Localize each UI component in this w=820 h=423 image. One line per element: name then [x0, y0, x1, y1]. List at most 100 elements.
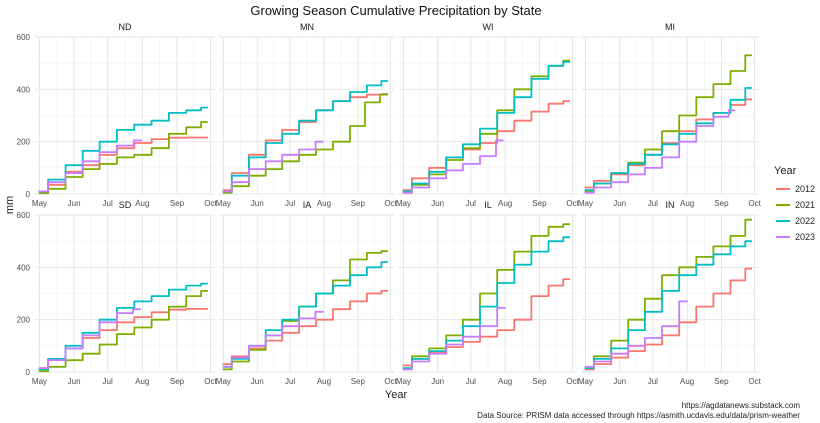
panel-grid	[399, 36, 577, 195]
series-line-2023	[584, 300, 688, 368]
legend-label: 2012	[795, 184, 815, 194]
facet-panel-ia: IA May Jun Jul Aug Sep Oct	[216, 200, 398, 386]
series-line-2023	[402, 139, 504, 194]
x-tick-label: Sep	[532, 199, 547, 208]
panel-grid	[581, 36, 759, 195]
series-line-2022	[402, 61, 571, 193]
x-tick-label: Oct	[748, 199, 761, 208]
legend-label: 2022	[795, 216, 815, 226]
series-line-2021	[584, 54, 753, 193]
x-tick-label: Aug	[680, 199, 694, 208]
x-tick-label: Jun	[431, 199, 444, 208]
series-line-2012	[402, 100, 571, 191]
x-tick-label: Jul	[648, 199, 658, 208]
facet-label: WI	[483, 22, 494, 32]
x-tick-label: Jul	[103, 377, 113, 386]
x-tick-label: Aug	[680, 377, 694, 386]
x-tick-label: Sep	[170, 377, 185, 386]
x-tick-label: May	[216, 199, 231, 208]
x-tick-label: Jul	[103, 199, 113, 208]
x-tick-label: May	[578, 377, 593, 386]
y-tick-label: 0	[26, 368, 31, 377]
series-line-2023	[222, 310, 324, 368]
chart-title: Growing Season Cumulative Precipitation …	[250, 3, 541, 18]
series-line-2022	[222, 261, 389, 368]
y-tick-label: 200	[17, 138, 31, 147]
facet-label: SD	[119, 200, 132, 210]
x-tick-label: May	[396, 377, 411, 386]
panel-grid	[581, 214, 759, 373]
x-tick-label: Oct	[748, 377, 761, 386]
x-tick-label: Oct	[384, 377, 397, 386]
facet-panel-nd: ND 0 200 400 600 May Jun Jul Aug Sep Oct	[17, 22, 218, 208]
x-tick-label: Oct	[204, 199, 217, 208]
series-line-2022	[584, 87, 753, 191]
x-tick-label: Oct	[384, 199, 397, 208]
x-tick-label: Jun	[68, 377, 81, 386]
y-tick-label: 600	[17, 211, 31, 220]
series-line-2021	[402, 59, 571, 194]
y-tick-label: 0	[26, 190, 31, 199]
panel-grid	[219, 36, 395, 195]
series-line-2021	[222, 93, 389, 194]
source-url-caption: https://agdatanews.substack.com	[682, 401, 801, 410]
series-line-2022	[222, 80, 389, 193]
x-tick-label: Jul	[466, 377, 476, 386]
x-tick-label: Aug	[317, 377, 331, 386]
x-tick-label: May	[578, 199, 593, 208]
facet-label: IA	[303, 200, 312, 210]
x-tick-label: Sep	[170, 199, 185, 208]
series-line-2022	[402, 236, 571, 369]
facet-label: MN	[300, 22, 314, 32]
series-line-2023	[38, 308, 141, 369]
series-line-2022	[38, 106, 209, 193]
x-tick-label: Jun	[251, 199, 264, 208]
series-line-2022	[584, 240, 753, 369]
x-axis-label: Year	[385, 389, 408, 401]
x-tick-label: Sep	[714, 199, 729, 208]
legend-entry-2021: 2021	[776, 200, 815, 210]
x-tick-label: Jul	[648, 377, 658, 386]
x-tick-label: Sep	[532, 377, 547, 386]
series-line-2022	[38, 282, 209, 371]
y-tick-label: 400	[17, 85, 31, 94]
facet-label: ND	[119, 22, 132, 32]
facet-label: IN	[666, 200, 675, 210]
x-tick-label: May	[32, 377, 47, 386]
x-tick-label: May	[396, 199, 411, 208]
x-tick-label: Jun	[613, 199, 626, 208]
facet-panel-mn: MN May Jun Jul Aug Sep Oct	[216, 22, 398, 208]
x-tick-label: Aug	[498, 199, 512, 208]
x-tick-label: Sep	[351, 377, 366, 386]
y-tick-label: 200	[17, 316, 31, 325]
x-tick-label: May	[32, 199, 47, 208]
series-line-2012	[222, 93, 389, 191]
y-axis-label: mm	[4, 196, 16, 214]
x-tick-label: Jul	[466, 199, 476, 208]
series-line-2012	[402, 278, 571, 367]
x-tick-label: Aug	[135, 199, 149, 208]
legend-entry-2023: 2023	[776, 232, 815, 242]
x-tick-label: Jun	[251, 377, 264, 386]
x-tick-label: Oct	[566, 199, 579, 208]
facet-panel-wi: WI May Jun Jul Aug Sep Oct	[396, 22, 580, 208]
facet-label: IL	[484, 200, 492, 210]
series-line-2023	[584, 109, 736, 194]
x-tick-label: Sep	[351, 199, 366, 208]
legend-entry-2022: 2022	[776, 216, 815, 226]
x-tick-label: Jun	[68, 199, 81, 208]
x-tick-label: Aug	[317, 199, 331, 208]
series-line-2023	[38, 139, 143, 193]
x-tick-label: Jul	[285, 199, 295, 208]
facet-label: MI	[665, 22, 675, 32]
x-tick-label: Jun	[613, 377, 626, 386]
legend-entries: 2012 2021 2022 2023	[776, 184, 815, 242]
facet-panel-il: IL May Jun Jul Aug Sep Oct	[396, 200, 580, 386]
legend-label: 2023	[795, 232, 815, 242]
panel-grid	[219, 214, 395, 373]
series-line-2021	[402, 223, 571, 371]
series-line-2023	[222, 140, 324, 193]
